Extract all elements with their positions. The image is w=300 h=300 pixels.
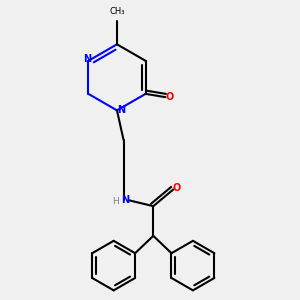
Text: O: O xyxy=(166,92,174,102)
Text: CH₃: CH₃ xyxy=(109,7,125,16)
Text: N: N xyxy=(117,105,125,116)
Text: N: N xyxy=(121,194,129,205)
Text: H: H xyxy=(112,197,119,206)
Text: N: N xyxy=(83,54,91,64)
Text: O: O xyxy=(173,183,181,193)
